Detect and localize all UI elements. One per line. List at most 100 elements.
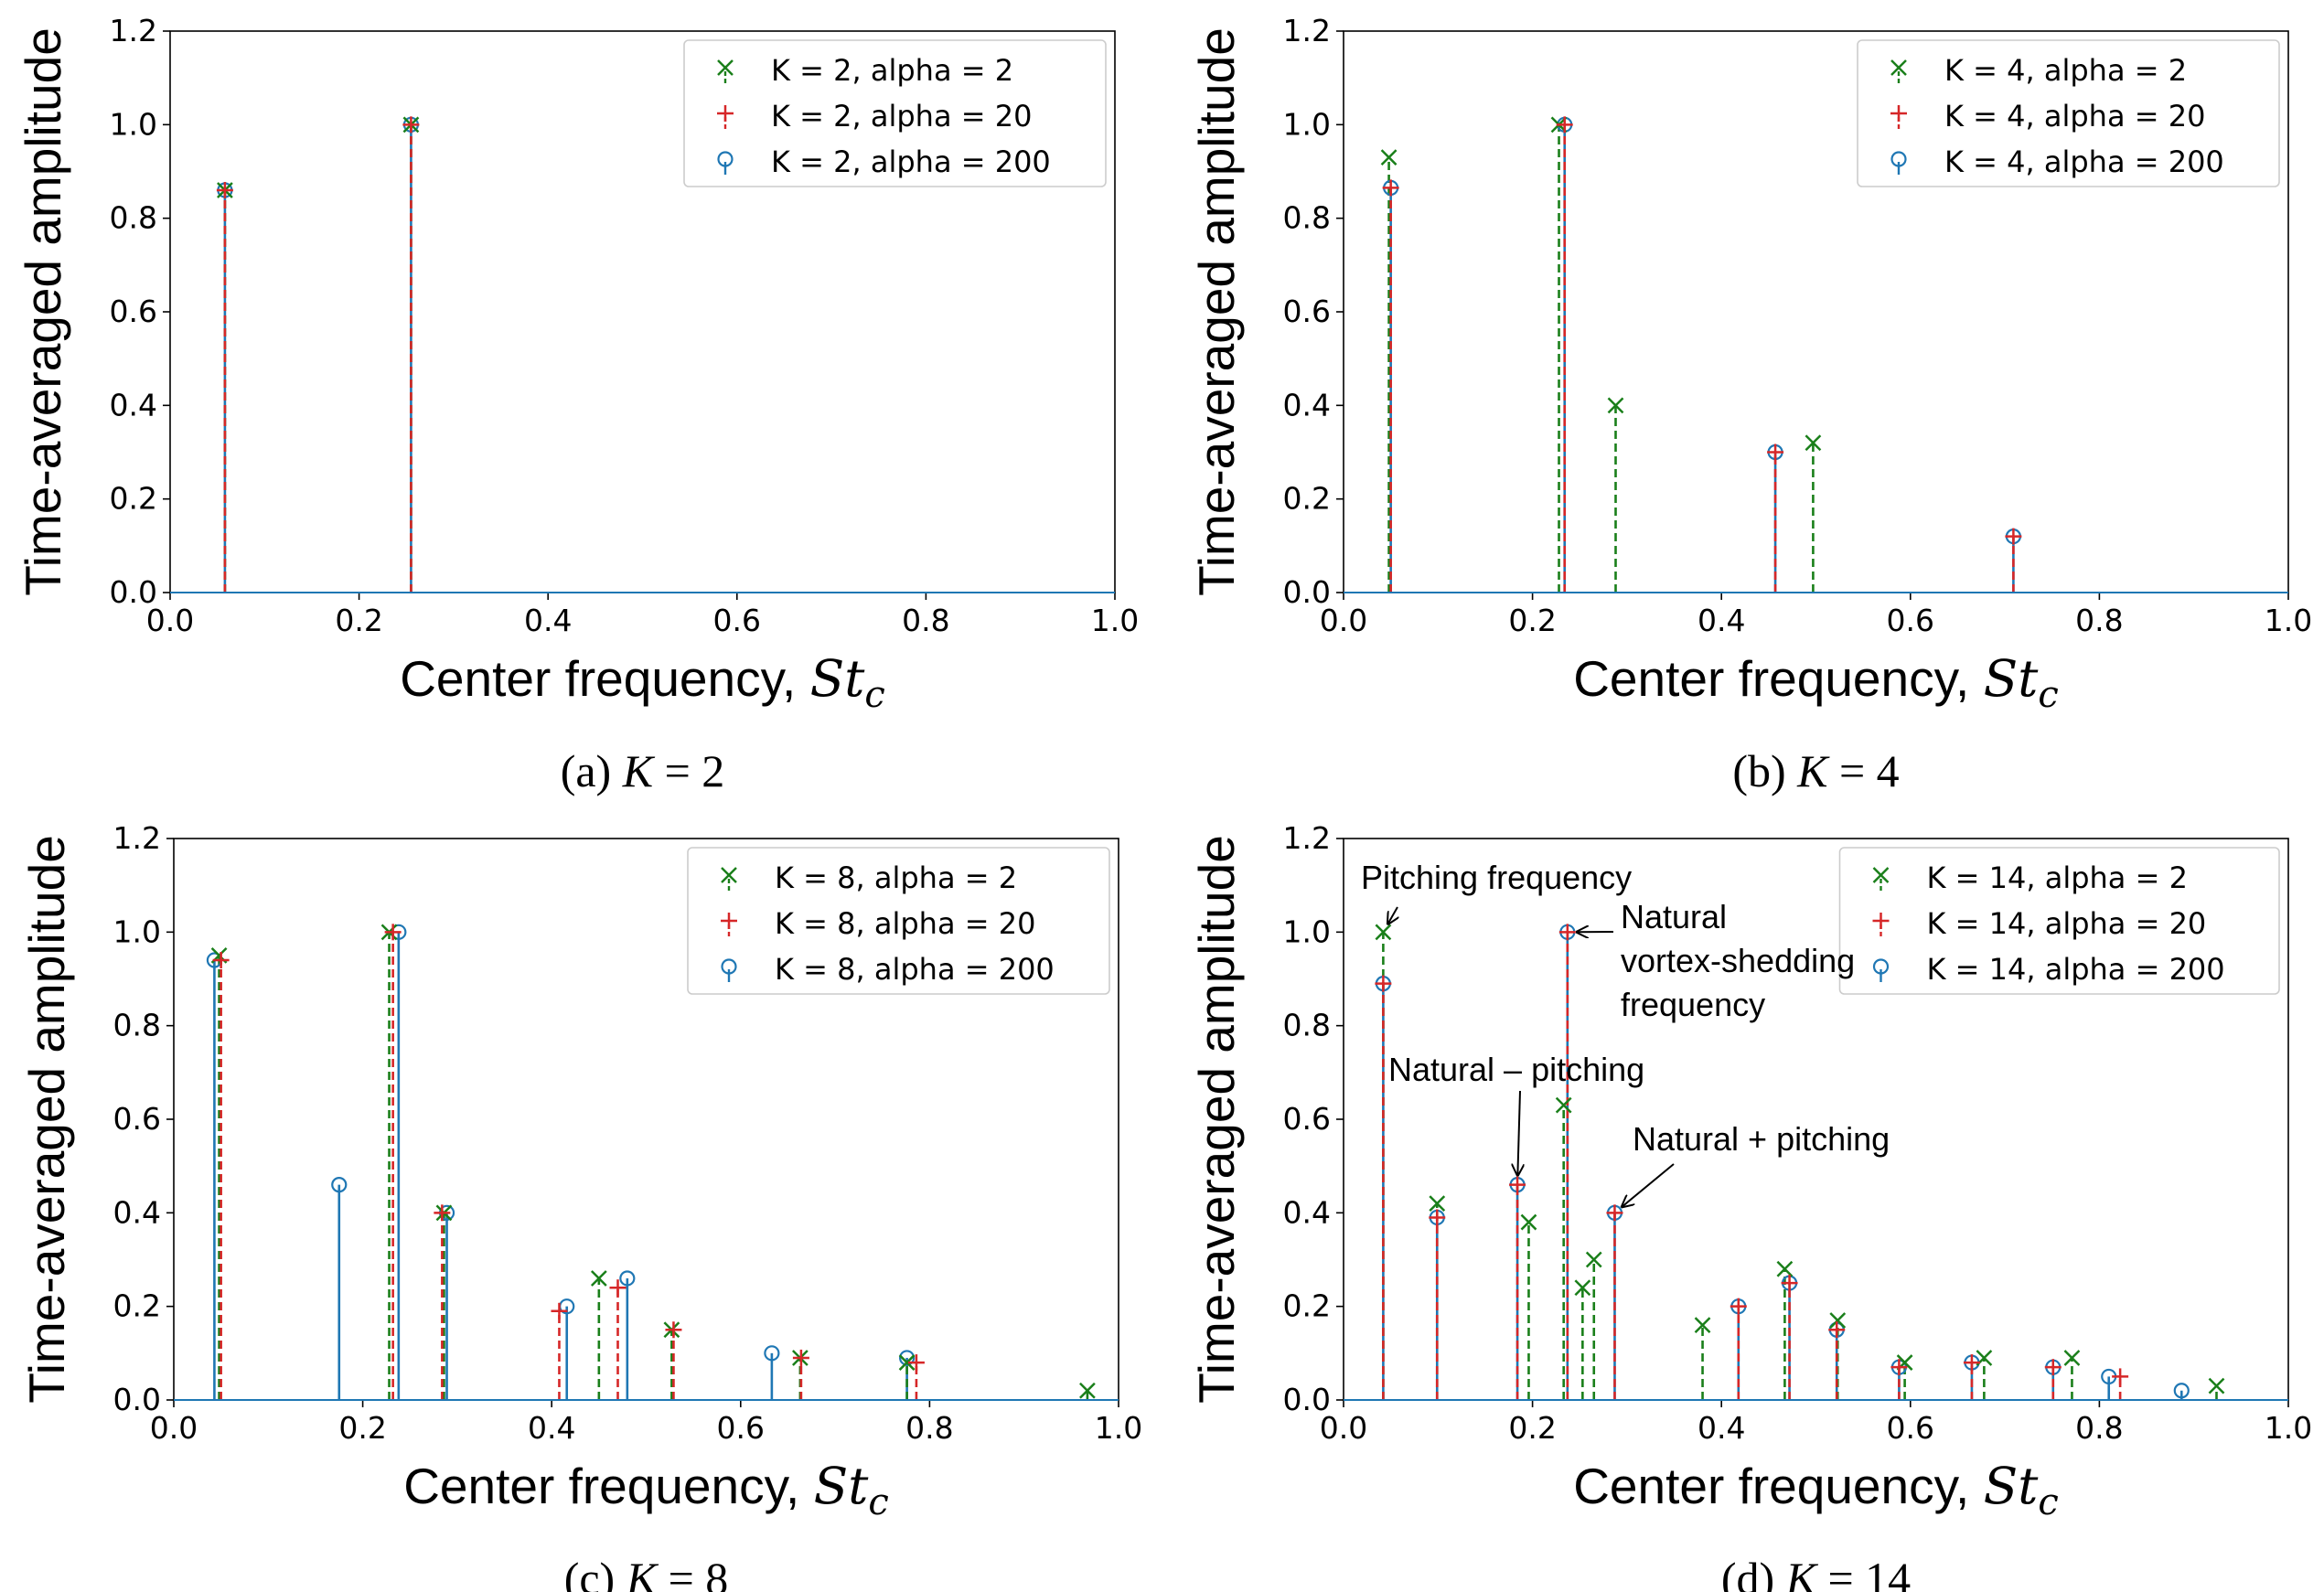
annotation-line: Natural [1621,898,1727,935]
x-tick-label: 0.4 [1697,1410,1745,1446]
y-tick-label: 0.0 [1283,1382,1331,1417]
x-axis-label-symbol: St [1984,649,2040,708]
y-tick-label: 0.6 [1283,294,1331,329]
stem-marker [1380,149,1398,166]
chart-panel-1: 0.0 0.2 0.4 0.6 0.8 1.0 0.0 0.2 0.4 0.6 0.8 1.0 1.2 T… [1188,13,2312,796]
y-axis-label: Time-averaged amplitude [18,835,75,1404]
stem-marker [1607,397,1624,414]
y-tick-label: 1.0 [113,914,161,949]
y-tick-label: 0.4 [113,1194,161,1230]
legend-label: K = 14, alpha = 2 [1927,860,2188,895]
y-tick-label: 1.0 [1283,914,1331,949]
y-axis-label: Time-averaged amplitude [15,27,71,596]
x-axis-label-subscript: c [2038,674,2058,716]
x-tick-label: 0.8 [2075,1410,2123,1446]
stem-marker [1429,1195,1446,1212]
x-tick-label: 0.6 [1887,603,1934,638]
stem-marker [2063,1350,2081,1366]
chart-panel-0: 0.0 0.2 0.4 0.6 0.8 1.0 0.0 0.2 0.4 0.6 0.8 1.0 1.2 T… [15,13,1139,796]
caption-variable: K [1785,1553,1819,1592]
stem-marker [2208,1377,2225,1394]
x-axis-label: Center frequency, Stc [400,649,885,716]
legend-marker [1872,867,1890,883]
panel-caption: (c) K = 8 [564,1553,729,1592]
x-tick-label: 1.0 [2265,1410,2312,1446]
legend-marker [1890,151,1907,167]
y-tick-label: 0.6 [113,1101,161,1137]
annotation-line: Natural + pitching [1633,1120,1890,1158]
caption-variable: K [622,745,656,796]
stem-marker [1585,1251,1602,1268]
y-tick-label: 0.2 [1283,1288,1331,1324]
x-axis-label-text: Center frequency, [403,1458,813,1514]
stem-marker [1694,1317,1711,1334]
legend-marker [717,59,734,76]
x-tick-label: 0.2 [338,1410,386,1446]
stem-marker [1805,434,1822,452]
stem-marker [1776,1260,1794,1277]
legend-marker [717,151,734,167]
legend-box [687,847,1110,995]
annotation-label: Pitching frequency [1361,859,1632,896]
x-tick-label: 0.0 [150,1410,198,1446]
x-axis-label-symbol: St [814,1457,870,1515]
y-tick-label: 0.4 [1283,387,1331,422]
caption-suffix: = 2 [653,745,724,796]
stem-marker [764,1345,780,1362]
caption-prefix: (a) [561,745,623,796]
caption-prefix: (d) [1721,1553,1786,1592]
annotation-arrow [1623,1163,1675,1206]
y-tick-label: 0.2 [113,1288,161,1324]
x-tick-label: 1.0 [1091,603,1139,638]
x-tick-label: 0.2 [1508,1410,1556,1446]
legend-label: K = 4, alpha = 200 [1944,144,2224,179]
y-tick-label: 0.4 [110,387,157,422]
x-tick-label: 0.2 [1508,603,1556,638]
legend-marker [721,867,737,883]
legend-label: K = 14, alpha = 200 [1927,952,2225,987]
caption-suffix: = 8 [657,1553,728,1592]
x-tick-label: 0.6 [717,1410,765,1446]
y-tick-label: 0.8 [1283,1008,1331,1043]
y-tick-label: 1.0 [1283,106,1331,142]
legend-label: K = 4, alpha = 20 [1944,99,2205,134]
x-tick-label: 0.0 [1320,603,1367,638]
stem-marker [2173,1383,2190,1399]
caption-suffix: = 14 [1816,1553,1911,1592]
legend-label: K = 2, alpha = 20 [771,99,1032,134]
stem-marker [1079,1382,1096,1399]
x-tick-label: 0.4 [528,1410,575,1446]
y-tick-label: 1.0 [110,106,157,142]
panel-caption: (a) K = 2 [561,745,725,796]
stem-marker [899,1350,916,1366]
x-tick-label: 0.6 [1887,1410,1934,1446]
x-tick-label: 0.6 [713,603,761,638]
x-axis-label-subscript: c [868,1481,888,1523]
x-axis-label: Center frequency, Stc [403,1457,889,1523]
stem-marker [1555,1096,1572,1114]
stem-marker [898,1354,916,1371]
chart-panel-2: 0.0 0.2 0.4 0.6 0.8 1.0 0.0 0.2 0.4 0.6 0.8 1.0 1.2 T… [18,820,1142,1592]
caption-prefix: (b) [1732,745,1797,796]
caption-prefix: (c) [564,1553,627,1592]
legend-box [1857,39,2280,187]
x-tick-label: 1.0 [2265,603,2312,638]
x-tick-label: 0.2 [335,603,382,638]
x-tick-label: 0.8 [2075,603,2123,638]
stem-marker [1574,1279,1591,1297]
y-axis-label: Time-averaged amplitude [1188,27,1245,596]
x-tick-label: 1.0 [1095,1410,1142,1446]
stem-marker [1829,1312,1847,1329]
legend-box [683,39,1107,187]
x-tick-label: 0.0 [1320,1410,1367,1446]
x-axis-label-symbol: St [1984,1457,2040,1515]
y-tick-label: 1.2 [1283,820,1331,856]
y-tick-label: 0.2 [1283,481,1331,517]
y-tick-label: 0.2 [110,481,157,517]
x-axis-label-subscript: c [864,674,884,716]
y-axis-label: Time-averaged amplitude [1188,835,1245,1404]
y-tick-label: 0.6 [1283,1101,1331,1137]
legend-label: K = 14, alpha = 20 [1927,906,2207,941]
x-axis-label-subscript: c [2038,1481,2058,1523]
panel-caption: (b) K = 4 [1732,745,1899,796]
